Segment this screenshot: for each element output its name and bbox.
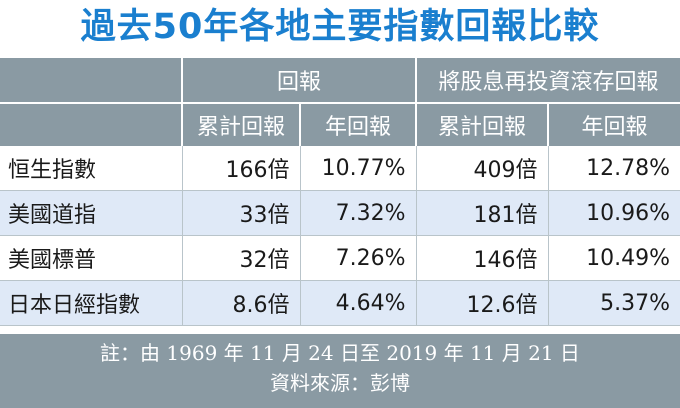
footer-panel <box>0 334 680 408</box>
cumulative-return: 166倍 <box>181 146 300 191</box>
index-name: 美國道指 <box>0 190 182 236</box>
group-header-row: 回報 將股息再投資滾存回報 <box>0 58 680 104</box>
table-row: 恒生指數 166倍 10.77% 409倍 12.78% <box>0 146 680 191</box>
returns-table: 回報 將股息再投資滾存回報 累計回報 年回報 累計回報 年回報 恒生指數 166… <box>0 58 680 326</box>
annual-return: 7.32% <box>299 190 417 236</box>
annual-reinvest: 12.78% <box>547 146 680 191</box>
cumulative-reinvest: 12.6倍 <box>415 280 549 326</box>
cumulative-return: 8.6倍 <box>181 280 300 326</box>
annual-reinvest: 10.49% <box>547 235 680 281</box>
cumulative-return: 32倍 <box>181 235 300 281</box>
header-cumulative-reinvest: 累計回報 <box>415 103 549 146</box>
index-name: 美國標普 <box>0 235 182 281</box>
sub-header-row: 累計回報 年回報 累計回報 年回報 <box>0 103 680 146</box>
annual-return: 4.64% <box>299 280 417 326</box>
cumulative-reinvest: 146倍 <box>415 235 549 281</box>
cumulative-reinvest: 181倍 <box>415 190 549 236</box>
annual-return: 7.26% <box>299 235 417 281</box>
corner-cell <box>0 58 182 104</box>
source-note: 資料來源：彭博 <box>270 371 410 395</box>
annual-return: 10.77% <box>299 146 417 191</box>
group-header-reinvest: 將股息再投資滾存回報 <box>415 58 680 104</box>
title-area: 過去50年各地主要指數回報比較 <box>0 0 680 58</box>
table-row: 美國道指 33倍 7.32% 181倍 10.96% <box>0 190 680 236</box>
table-row: 日本日經指數 8.6倍 4.64% 12.6倍 5.37% <box>0 280 680 326</box>
index-name: 日本日經指數 <box>0 280 182 326</box>
page-title: 過去50年各地主要指數回報比較 <box>80 7 600 47</box>
date-range-note: 註：由 1969 年 11 月 24 日至 2019 年 11 月 21 日 <box>100 341 580 365</box>
cumulative-reinvest: 409倍 <box>415 146 549 191</box>
table-row: 美國標普 32倍 7.26% 146倍 10.49% <box>0 235 680 281</box>
header-annual-return: 年回報 <box>298 103 417 146</box>
header-cumulative-return: 累計回報 <box>181 103 300 146</box>
index-name: 恒生指數 <box>0 146 182 191</box>
annual-reinvest: 5.37% <box>547 280 680 326</box>
group-header-return: 回報 <box>180 58 417 104</box>
header-annual-reinvest: 年回報 <box>547 103 680 146</box>
cumulative-return: 33倍 <box>181 190 300 236</box>
annual-reinvest: 10.96% <box>547 190 680 236</box>
corner-cell-2 <box>0 103 182 146</box>
